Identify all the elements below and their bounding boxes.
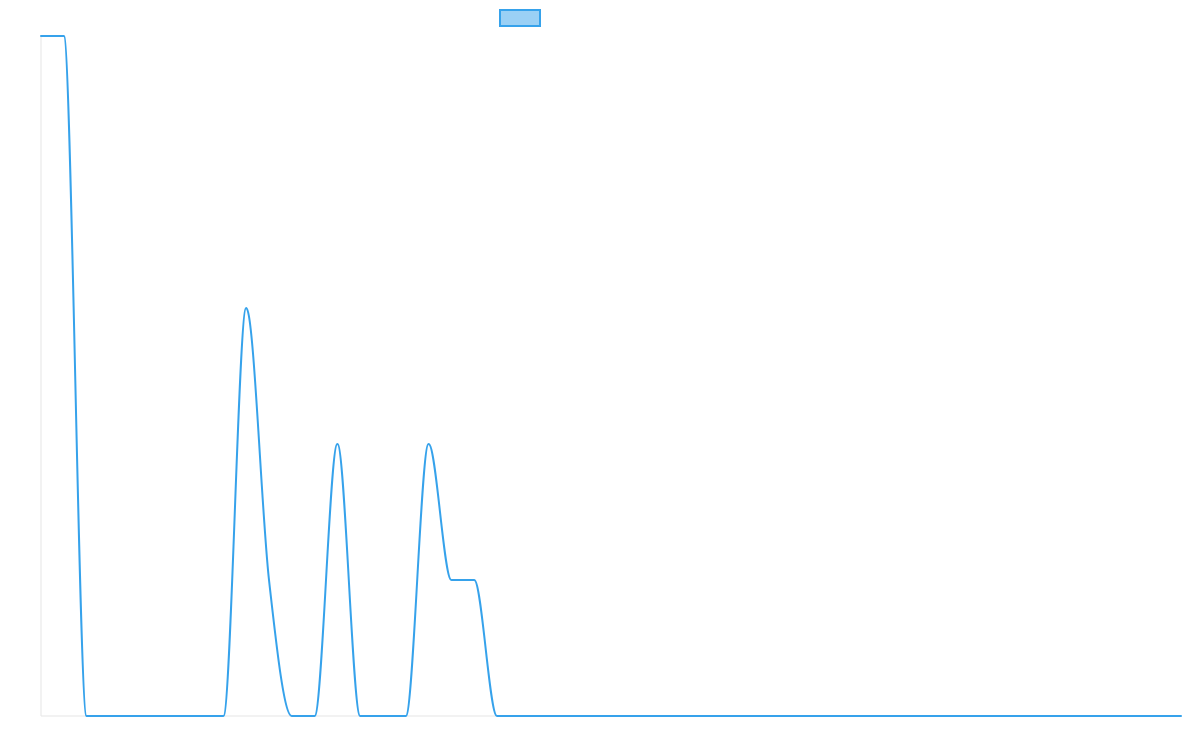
series-layer — [40, 35, 1182, 717]
legend-item[interactable] — [499, 9, 541, 27]
axes — [40, 36, 1181, 717]
legend[interactable] — [499, 9, 541, 27]
series-line-0 — [40, 35, 1182, 717]
legend-swatch[interactable] — [499, 9, 541, 27]
